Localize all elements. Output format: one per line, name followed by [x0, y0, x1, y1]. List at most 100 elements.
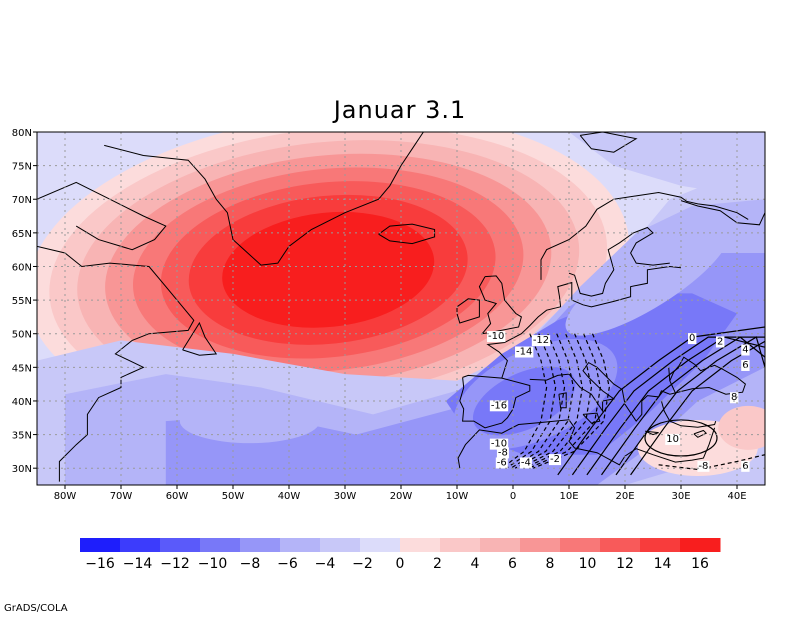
contour-label-bg	[697, 460, 710, 472]
negative-contour	[505, 333, 557, 469]
colorbar-swatch	[560, 538, 601, 552]
negative-contour	[658, 454, 765, 471]
lon-tick-label: 30E	[671, 491, 690, 502]
colorbar-label: 6	[508, 556, 517, 572]
contour-label-bg	[489, 438, 509, 450]
lon-tick-label: 40W	[278, 491, 301, 502]
coastline	[104, 132, 424, 266]
lat-tick-label: 40N	[12, 397, 32, 408]
coastline	[486, 265, 682, 379]
negative-contour	[514, 333, 575, 469]
contour-label-bg	[519, 457, 532, 469]
contour-label: 10	[666, 434, 679, 445]
colorbar-label: −6	[277, 556, 298, 572]
colorbar-swatch	[200, 538, 241, 552]
lat-tick-label: 75N	[12, 162, 32, 173]
contour-label: -8	[498, 447, 508, 458]
negative-contour	[510, 333, 566, 469]
contour-label: 4	[742, 345, 748, 356]
colorbar-swatch	[240, 538, 281, 552]
credit-label: GrADS/COLA	[4, 603, 68, 614]
contour-label-bg	[741, 344, 750, 356]
contour-label: -2	[550, 454, 560, 465]
contour-label-bg	[665, 433, 680, 445]
coastline	[680, 200, 765, 226]
contour-label: -16	[491, 400, 507, 411]
contour-label: 6	[742, 360, 748, 371]
lon-tick-label: 30W	[334, 491, 357, 502]
contour-label: 0	[689, 333, 695, 344]
colorbar-label: −10	[198, 556, 228, 572]
colorbar-swatch	[120, 538, 161, 552]
colorbar-swatch	[440, 538, 481, 552]
colorbar-label: 16	[691, 556, 709, 572]
negative-contour	[501, 333, 548, 469]
contour-label: -12	[533, 335, 549, 346]
coastline	[660, 400, 717, 428]
colorbar-swatch	[80, 538, 121, 552]
colorbar-label: 14	[654, 556, 672, 572]
coastline	[457, 419, 716, 469]
colorbar-label: −2	[352, 556, 373, 572]
contour-label: -10	[491, 439, 507, 450]
coastlines	[37, 132, 765, 482]
contour-label-bg	[489, 400, 509, 412]
positive-contour	[557, 326, 765, 476]
colorbar-label: −12	[160, 556, 190, 572]
lon-tick-label: 10W	[446, 491, 469, 502]
positive-anomaly-band	[222, 211, 435, 328]
colorbar-label: 0	[396, 556, 405, 572]
contour-label: 6	[742, 461, 748, 472]
colorbar-label: 2	[433, 556, 442, 572]
contour-label: -6	[497, 457, 507, 468]
contour-label: 8	[731, 392, 737, 403]
contour-label-bg	[495, 457, 508, 469]
contour-label: -14	[516, 347, 532, 358]
colorbar-swatch	[400, 538, 441, 552]
contour-label: -10	[488, 331, 504, 342]
positive-contour	[630, 340, 765, 476]
contour-label: 2	[717, 336, 723, 347]
colorbar-swatch	[160, 538, 201, 552]
positive-contour	[601, 336, 765, 476]
contour-label-bg	[716, 336, 725, 348]
negative-contour	[523, 333, 593, 469]
colorbar-swatch	[600, 538, 641, 552]
coastline	[645, 430, 659, 436]
lat-tick-label: 80N	[12, 128, 32, 139]
contour-label: -8	[698, 461, 708, 472]
lon-tick-label: 50W	[222, 491, 245, 502]
colorbar-swatch	[480, 538, 521, 552]
lat-tick-label: 55N	[12, 296, 32, 307]
contour-label-bg	[549, 454, 561, 466]
lon-tick-label: 0	[510, 491, 516, 502]
colorbar-label: 10	[579, 556, 597, 572]
lon-tick-label: 70W	[110, 491, 133, 502]
lat-tick-label: 35N	[12, 431, 32, 442]
coastline	[568, 226, 670, 297]
contour-label-bg	[741, 460, 750, 472]
coastline	[540, 191, 749, 280]
colorbar-label: −14	[123, 556, 153, 572]
colorbar-label: −8	[240, 556, 261, 572]
contour-label-bg	[487, 331, 506, 343]
colorbar-swatch	[280, 538, 321, 552]
colorbar-label: 12	[616, 556, 634, 572]
lon-tick-label: 40E	[727, 491, 746, 502]
colorbar-swatch	[520, 538, 561, 552]
coastline	[37, 181, 167, 251]
contour-label-bg	[531, 335, 551, 347]
coastline	[582, 412, 601, 424]
colorbar-swatch	[640, 538, 681, 552]
coastline	[693, 429, 708, 438]
negative-anomaly-band	[179, 399, 320, 444]
coastline	[459, 374, 531, 429]
coastline	[182, 321, 218, 356]
lon-tick-label: 80W	[54, 491, 77, 502]
lat-tick-label: 65N	[12, 229, 32, 240]
colorbar-swatch	[360, 538, 401, 552]
colorbar-label: −4	[315, 556, 336, 572]
contour-label-bg	[496, 447, 509, 459]
